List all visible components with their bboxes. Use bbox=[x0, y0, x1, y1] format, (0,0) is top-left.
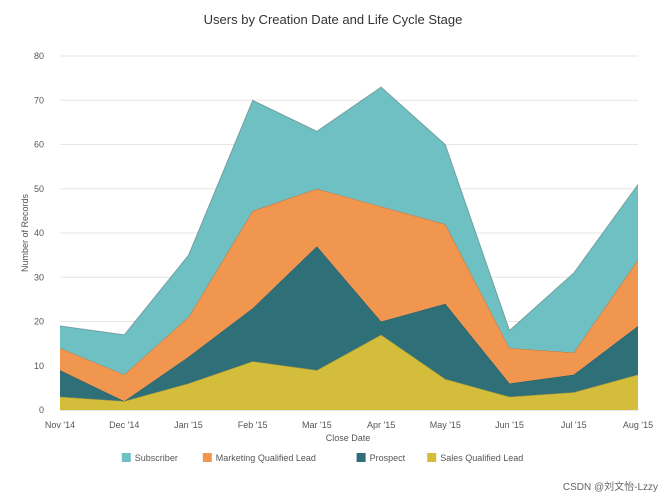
y-tick-label: 60 bbox=[34, 140, 44, 150]
y-tick-label: 30 bbox=[34, 272, 44, 282]
y-tick-label: 20 bbox=[34, 317, 44, 327]
legend-label: Sales Qualified Lead bbox=[440, 453, 523, 463]
legend-item-prospect: Prospect bbox=[356, 453, 406, 463]
legend-label: Prospect bbox=[370, 453, 406, 463]
y-tick-label: 80 bbox=[34, 51, 44, 61]
legend-swatch bbox=[121, 453, 131, 462]
area-subscriber bbox=[60, 86, 638, 375]
y-tick-label: 0 bbox=[39, 405, 44, 415]
x-tick-label: Nov '14 bbox=[45, 420, 75, 430]
x-tick-label: Mar '15 bbox=[302, 420, 332, 430]
legend: Subscriber Marketing Qualified Lead Prospe… bbox=[121, 453, 523, 463]
x-tick-label: Apr '15 bbox=[367, 420, 395, 430]
legend-item-marketing-qualified-lead: Marketing Qualified Lead bbox=[202, 453, 316, 463]
legend-swatch bbox=[202, 453, 212, 462]
x-tick-label: Jun '15 bbox=[495, 420, 524, 430]
area-prospect bbox=[60, 246, 638, 402]
chart-title: Users by Creation Date and Life Cycle St… bbox=[204, 12, 463, 27]
x-tick-label: Dec '14 bbox=[109, 420, 139, 430]
y-tick-label: 50 bbox=[34, 184, 44, 194]
x-tick-label: Jul '15 bbox=[561, 420, 587, 430]
x-axis-label: Close Date bbox=[326, 433, 371, 443]
legend-item-sales-qualified-lead: Sales Qualified Lead bbox=[427, 453, 523, 463]
legend-label: Marketing Qualified Lead bbox=[216, 453, 316, 463]
legend-item-subscriber: Subscriber bbox=[121, 453, 178, 463]
x-tick-label: Jan '15 bbox=[174, 420, 203, 430]
area-marketing-qualified-lead bbox=[60, 188, 638, 402]
legend-swatch bbox=[356, 453, 366, 462]
area-sales-qualified-lead bbox=[60, 334, 638, 410]
x-axis-ticks: Nov '14 Dec '14 Jan '15 Feb '15 Mar '15 Apr '… bbox=[45, 420, 653, 430]
y-tick-label: 40 bbox=[34, 228, 44, 238]
area-series-group bbox=[59, 86, 639, 410]
legend-swatch bbox=[427, 453, 437, 462]
x-tick-label: Feb '15 bbox=[238, 420, 268, 430]
x-tick-label: Aug '15 bbox=[623, 420, 653, 430]
area-edge-subscriber bbox=[59, 86, 639, 336]
y-axis-label: Number of Records bbox=[20, 193, 30, 272]
legend-label: Subscriber bbox=[135, 453, 178, 463]
x-tick-label: May '15 bbox=[430, 420, 461, 430]
watermark: CSDN @刘文怡-Lzzy bbox=[563, 480, 658, 493]
y-axis-ticks: 0 10 20 30 40 50 60 70 80 bbox=[34, 51, 44, 415]
y-tick-label: 10 bbox=[34, 361, 44, 371]
y-tick-label: 70 bbox=[34, 95, 44, 105]
